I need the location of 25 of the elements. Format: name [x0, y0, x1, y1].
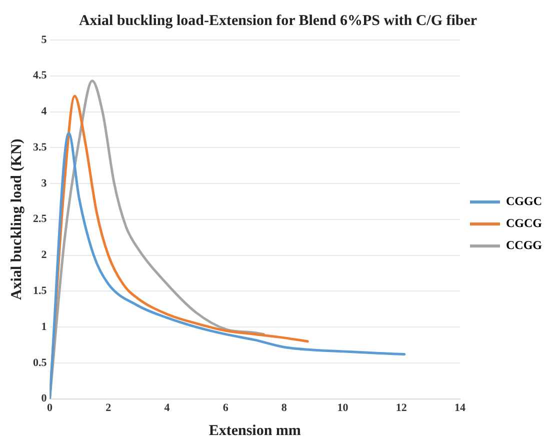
x-tick-label: 4: [164, 402, 170, 414]
line-series: [50, 132, 406, 399]
x-axis-title: Extension mm: [208, 422, 302, 439]
y-tick-label: 3.5: [33, 141, 48, 154]
y-tick-label: 0: [41, 392, 48, 405]
y-tick-label: 2: [41, 249, 48, 262]
y-tick-label: 2.5: [33, 213, 48, 226]
y-tick-label: 4: [41, 106, 48, 118]
y-tick-label: 1: [41, 320, 47, 333]
x-tick-label: 14: [454, 402, 466, 414]
x-tick-label: 6: [222, 402, 229, 414]
y-tick-label: 5: [41, 34, 48, 46]
legend-label: CGCG: [506, 216, 542, 230]
y-tick-label: 3: [41, 177, 48, 190]
y-tick-label: 1.5: [33, 285, 48, 298]
y-axis-title: Axial buckling load (KN): [8, 138, 25, 300]
y-tick-label: 0.5: [33, 356, 48, 369]
y-tick-label: 4.5: [33, 70, 48, 82]
x-tick-label: 8: [281, 402, 288, 414]
chart-title: Axial buckling load-Extension for Blend 6%PS with C/G fiber: [78, 12, 478, 29]
legend-label: CGGC: [506, 194, 542, 208]
x-tick-label: 10: [337, 402, 349, 414]
legend-label: CCGG: [506, 238, 542, 252]
x-tick-label: 12: [396, 402, 408, 414]
x-tick-label: 2: [106, 402, 112, 414]
